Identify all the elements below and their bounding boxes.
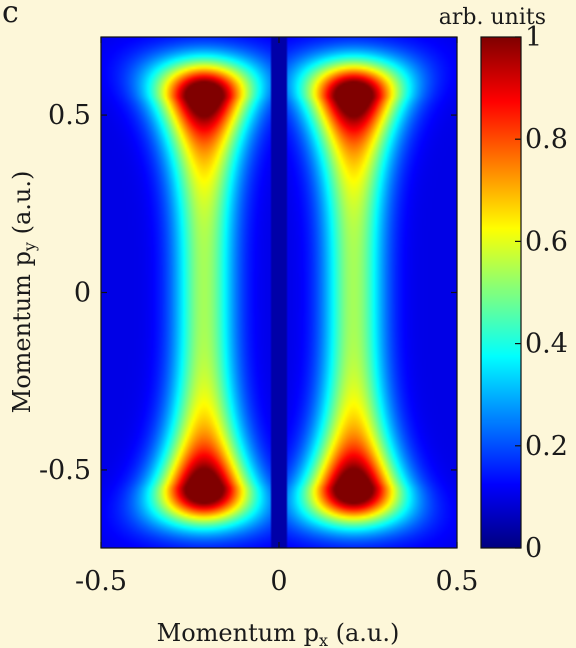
x-tick-label: 0 (270, 566, 287, 597)
colorbar-ticks: 0 0.2 0.4 0.6 0.8 1 (525, 22, 568, 564)
colorbar-title: arb. units (439, 5, 546, 30)
heatmap-image (101, 37, 457, 548)
colorbar: arb. units 0 0.2 0.4 0.6 0.8 1 (439, 5, 568, 564)
colorbar-tick-label: 0 (525, 533, 542, 564)
colorbar-tick-label: 0.6 (525, 226, 568, 257)
x-tick-label: 0.5 (436, 566, 479, 597)
y-axis-title: Momentum py (a.u.) (8, 171, 39, 414)
y-axis-title-sub: y (20, 242, 39, 252)
x-axis-title-unit: (a.u.) (328, 619, 399, 647)
x-tick-label: -0.5 (75, 566, 127, 597)
colorbar-frame (480, 36, 522, 549)
x-axis-title: Momentum px (a.u.) (157, 619, 400, 648)
y-axis-title-unit: (a.u.) (8, 171, 36, 242)
colorbar-tick-label: 0.8 (525, 124, 568, 155)
x-axis-title-sub: x (319, 631, 328, 648)
y-tick-label: 0.5 (48, 100, 91, 131)
colorbar-tick-label: 1 (525, 22, 542, 53)
y-tick-label: 0 (74, 278, 91, 309)
x-axis-title-main: Momentum p (157, 619, 319, 647)
x-axis: -0.5 0 0.5 (75, 566, 479, 597)
colorbar-tick-label: 0.4 (525, 329, 568, 360)
colorbar-gradient (481, 37, 521, 548)
heatmap (100, 36, 458, 549)
y-axis: -0.5 0 0.5 (39, 100, 91, 486)
y-tick-label: -0.5 (39, 455, 91, 486)
colorbar-tick-label: 0.2 (525, 431, 568, 462)
panel-letter: c (2, 0, 19, 30)
y-axis-title-main: Momentum p (8, 251, 36, 413)
